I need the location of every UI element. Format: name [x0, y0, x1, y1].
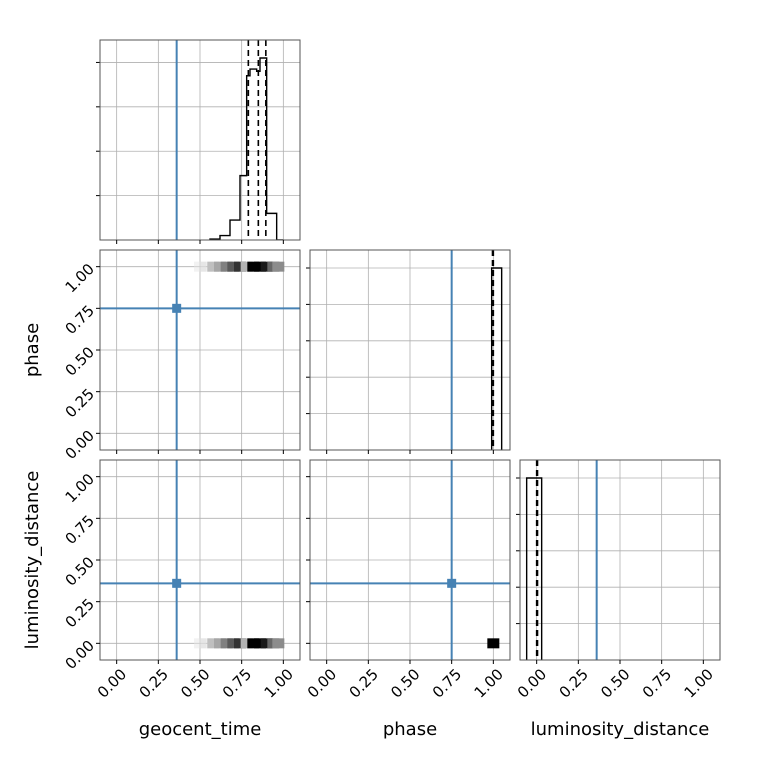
panel-geocent_time-vs-luminosity_distance-density-cell-12: [272, 638, 285, 649]
panel-geocent_time-vs-phase-density-cell-0: [194, 261, 206, 272]
panel-geocent_time-vs-luminosity_distance-density-cell-10: [260, 638, 273, 649]
panel-geocent_time-vs-phase-panel: 0.00 0.25 0.50 0.75 1.00: [62, 249, 301, 463]
panel-geocent_time-vs-phase-truth-marker: [172, 303, 182, 313]
x-axis-title-luminosity_distance: luminosity_distance: [531, 719, 710, 740]
hist-geocent_time-plot-area: [100, 40, 300, 240]
panel-phase-vs-luminosity_distance-xtick-label-0: 0.00: [304, 665, 340, 701]
panel-phase-vs-luminosity_distance-xtick-label-4: 1.00: [471, 665, 507, 701]
hist-luminosity_distance-panel: 0.00 0.25 0.50 0.75 1.00: [514, 459, 721, 702]
y-axis-title-phase: phase: [22, 323, 43, 377]
hist-luminosity_distance-xtick-label-1: 0.25: [556, 665, 592, 701]
hist-luminosity_distance-xtick-label-4: 1.00: [681, 665, 717, 701]
panel-geocent_time-vs-phase-density-cell-6: [234, 261, 246, 272]
hist-luminosity_distance-xtick-label-2: 0.50: [597, 665, 633, 701]
panel-geocent_time-vs-luminosity_distance-xtick-label-4: 1.00: [261, 665, 297, 701]
panel-geocent_time-vs-phase-density-cell-2: [207, 261, 220, 272]
panel-geocent_time-vs-luminosity_distance-density-cell-1: [200, 638, 213, 649]
hist-geocent_time-histogram-step: [209, 57, 284, 240]
panel-geocent_time-vs-phase-ytick-label-1: 0.25: [62, 385, 98, 421]
panel-geocent_time-vs-luminosity_distance-plot-area: [100, 460, 300, 660]
x-axis-title-phase: phase: [383, 719, 437, 740]
panel-geocent_time-vs-luminosity_distance-ytick-label-0: 0.00: [62, 637, 98, 673]
panel-geocent_time-vs-phase-ytick-label-2: 0.50: [62, 343, 98, 379]
hist-luminosity_distance-histogram-step: [525, 477, 543, 660]
panel-geocent_time-vs-phase-density-cell-1: [200, 261, 213, 272]
panel-geocent_time-vs-luminosity_distance-density-cell-9: [254, 638, 266, 649]
panel-geocent_time-vs-phase-density-cell-5: [227, 261, 240, 272]
panel-phase-vs-luminosity_distance-plot-area: [310, 460, 510, 660]
panel-geocent_time-vs-phase-density-cell-9: [254, 261, 266, 272]
panel-geocent_time-vs-luminosity_distance-density-cell-8: [247, 638, 260, 649]
hist-luminosity_distance-xtick-label-0: 0.00: [514, 665, 550, 701]
panel-geocent_time-vs-phase-density-cell-4: [220, 261, 233, 272]
panel-geocent_time-vs-phase-density-cell-12: [272, 261, 285, 272]
panel-geocent_time-vs-phase-density-cell-3: [214, 261, 226, 272]
panel-phase-vs-luminosity_distance-density-cell-0: [487, 638, 500, 649]
panel-phase-vs-luminosity_distance-xtick-label-3: 0.75: [429, 665, 465, 701]
panel-geocent_time-vs-luminosity_distance-density-cell-0: [194, 638, 206, 649]
hist-phase-histogram-step: [490, 267, 503, 450]
panel-geocent_time-vs-luminosity_distance-density-cell-2: [207, 638, 220, 649]
y-axis-title-luminosity_distance: luminosity_distance: [22, 471, 43, 650]
panel-geocent_time-vs-phase-plot-area: [100, 250, 300, 450]
panel-geocent_time-vs-luminosity_distance-xtick-label-1: 0.25: [136, 665, 172, 701]
hist-luminosity_distance-plot-area: [520, 460, 720, 660]
panel-geocent_time-vs-luminosity_distance-density-cell-7: [240, 638, 253, 649]
panel-geocent_time-vs-phase-density-cell-8: [247, 261, 260, 272]
panel-geocent_time-vs-luminosity_distance-density-cell-6: [234, 638, 246, 649]
panel-geocent_time-vs-luminosity_distance-xtick-label-3: 0.75: [219, 665, 255, 701]
panel-geocent_time-vs-luminosity_distance-panel: 0.00 0.25 0.50 0.75 1.000.000.250.500.751.00: [62, 459, 301, 702]
panel-geocent_time-vs-phase-ytick-label-0: 0.00: [62, 427, 98, 463]
panel-phase-vs-luminosity_distance-xtick-label-2: 0.50: [387, 665, 423, 701]
panel-geocent_time-vs-luminosity_distance-ytick-label-4: 1.00: [62, 470, 98, 506]
panel-geocent_time-vs-phase-density-cell-10: [260, 261, 273, 272]
panel-phase-vs-luminosity_distance-truth-marker: [447, 578, 457, 588]
panel-geocent_time-vs-luminosity_distance-ytick-label-1: 0.25: [62, 595, 98, 631]
hist-geocent_time-panel: [96, 39, 301, 244]
panel-geocent_time-vs-luminosity_distance-xtick-label-0: 0.00: [94, 665, 130, 701]
hist-luminosity_distance-xtick-label-3: 0.75: [639, 665, 675, 701]
x-axis-title-geocent_time: geocent_time: [139, 719, 262, 740]
panel-geocent_time-vs-luminosity_distance-density-cell-5: [227, 638, 240, 649]
panel-geocent_time-vs-luminosity_distance-density-cell-4: [220, 638, 233, 649]
panel-geocent_time-vs-luminosity_distance-ytick-label-3: 0.75: [62, 512, 98, 548]
hist-phase-plot-area: [310, 250, 510, 450]
panel-geocent_time-vs-phase-ytick-label-3: 0.75: [62, 302, 98, 338]
panel-geocent_time-vs-luminosity_distance-truth-marker: [172, 578, 182, 588]
panel-geocent_time-vs-luminosity_distance-xtick-label-2: 0.50: [177, 665, 213, 701]
panel-phase-vs-luminosity_distance-xtick-label-1: 0.25: [346, 665, 382, 701]
panel-phase-vs-luminosity_distance-panel: 0.00 0.25 0.50 0.75 1.00: [304, 459, 511, 702]
panel-geocent_time-vs-phase-ytick-label-4: 1.00: [62, 260, 98, 296]
panel-geocent_time-vs-phase-density-cell-7: [240, 261, 253, 272]
panel-geocent_time-vs-luminosity_distance-density-cell-3: [214, 638, 226, 649]
hist-phase-panel: [306, 249, 511, 454]
panel-geocent_time-vs-luminosity_distance-ytick-label-2: 0.50: [62, 553, 98, 589]
